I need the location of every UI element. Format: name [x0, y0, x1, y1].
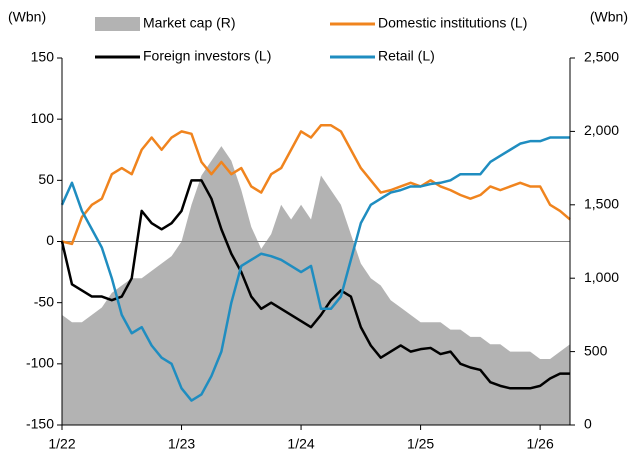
legend-swatch	[95, 17, 140, 31]
x-tick-label: 1/26	[526, 436, 553, 452]
y2-axis-label: (Wbn)	[590, 9, 628, 25]
y-tick-label: -150	[26, 416, 54, 432]
legend-label: Foreign investors (L)	[143, 48, 271, 64]
line	[60, 136, 570, 402]
legend-label: Market cap (R)	[143, 15, 236, 31]
y2-tick-label: 1,500	[584, 196, 619, 212]
line	[61, 124, 571, 246]
y-tick-label: 150	[31, 49, 55, 65]
y-tick-label: 50	[38, 171, 54, 187]
y2-tick-label: 0	[584, 416, 592, 432]
y2-tick-label: 2,500	[584, 49, 619, 65]
legend-label: Domestic institutions (L)	[378, 15, 527, 31]
y2-tick-label: 2,000	[584, 122, 619, 138]
y-tick-label: -50	[34, 293, 54, 309]
y2-tick-label: 500	[584, 342, 608, 358]
x-tick-label: 1/23	[168, 436, 195, 452]
y-axis-label: (Wbn)	[8, 9, 46, 25]
line	[60, 179, 570, 390]
x-tick-label: 1/25	[407, 436, 434, 452]
y-tick-label: -100	[26, 355, 54, 371]
legend-label: Retail (L)	[378, 48, 435, 64]
y2-tick-label: 1,000	[584, 269, 619, 285]
x-tick-label: 1/22	[48, 436, 75, 452]
x-tick-label: 1/24	[287, 436, 314, 452]
y-tick-label: 100	[31, 110, 55, 126]
y-tick-label: 0	[46, 232, 54, 248]
